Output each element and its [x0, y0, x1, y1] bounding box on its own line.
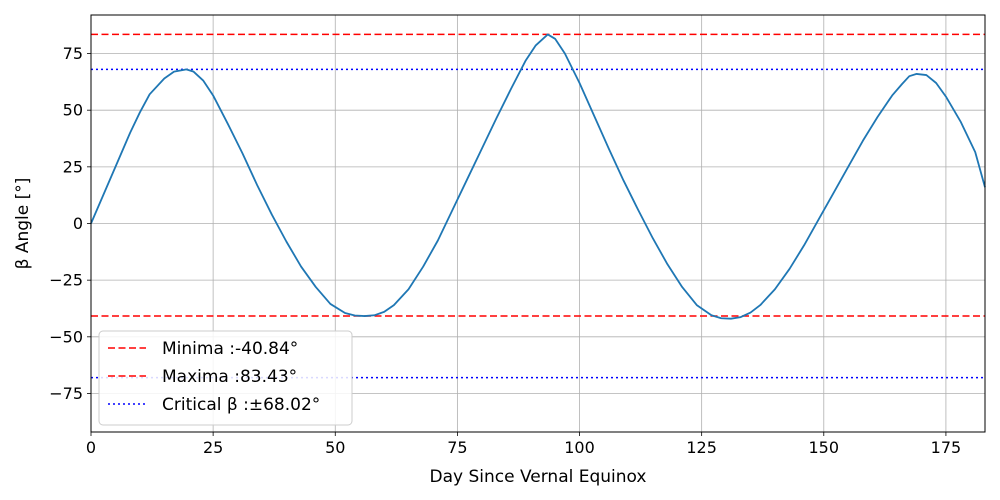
- y-tick-label: 75: [63, 44, 83, 63]
- legend-label: Critical β :±68.02°: [162, 395, 320, 415]
- legend-label: Minima :-40.84°: [162, 339, 298, 359]
- x-tick-label: 25: [203, 438, 223, 457]
- y-tick-label: −50: [49, 327, 83, 346]
- x-tick-label: 75: [447, 438, 467, 457]
- legend-label: Maxima :83.43°: [162, 367, 297, 387]
- legend-box: [98, 330, 353, 426]
- x-tick-label: 175: [931, 438, 962, 457]
- reference-lines: [91, 33, 985, 379]
- grid: [90, 15, 985, 432]
- y-tick-label: −75: [49, 384, 83, 403]
- series-layer: [90, 33, 986, 320]
- x-tick-label: 150: [809, 438, 840, 457]
- beta-angle-series-line: [90, 33, 986, 320]
- y-axis-label: β Angle [°]: [13, 178, 33, 270]
- x-tick-label: 125: [686, 438, 717, 457]
- axis-ticks: 0 25 50 75 100 125 150 175 −75 −50 −25 0 25 50 75: [49, 44, 961, 457]
- y-tick-label: 25: [63, 157, 83, 176]
- y-tick-label: −25: [49, 271, 83, 290]
- x-tick-label: 50: [325, 438, 345, 457]
- x-tick-label: 0: [86, 438, 96, 457]
- legend: Minima :-40.84° Maxima :83.43° Critical β …: [98, 330, 353, 426]
- x-axis-label: Day Since Vernal Equinox: [430, 467, 647, 487]
- y-tick-label: 50: [63, 101, 83, 120]
- x-tick-label: 100: [564, 438, 595, 457]
- y-tick-label: 0: [73, 214, 83, 233]
